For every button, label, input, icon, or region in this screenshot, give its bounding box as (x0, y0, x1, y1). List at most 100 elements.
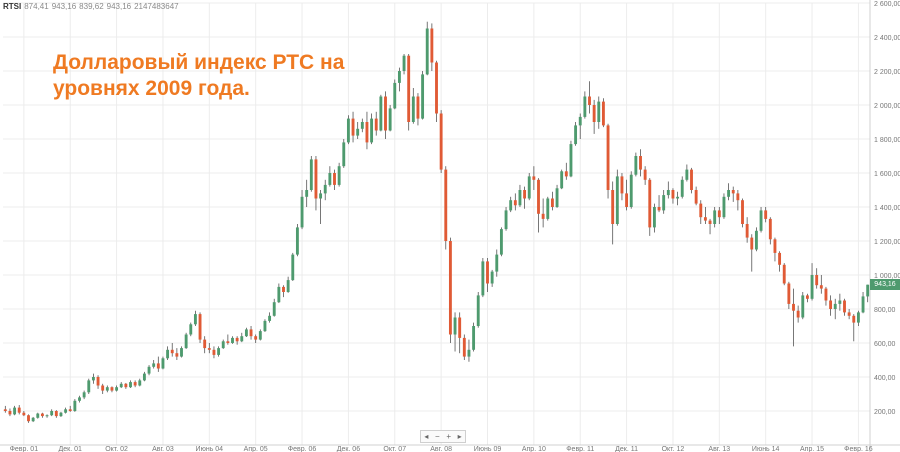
candle-body (203, 339, 207, 349)
candle-body (676, 196, 680, 199)
candle-body (300, 196, 304, 228)
candle (59, 411, 63, 417)
chart-title-line1: Долларовый индекс РТС на (53, 51, 345, 74)
candle (133, 380, 137, 388)
candle-body (745, 224, 749, 238)
candle-body (550, 198, 554, 207)
candle-body (708, 220, 712, 224)
candle-body (731, 190, 735, 194)
candle-body (805, 295, 809, 299)
candle-body (402, 55, 406, 71)
candle-body (773, 239, 777, 253)
x-tick-label: Апр. 15 (800, 446, 824, 452)
candle-body (541, 213, 545, 219)
candle-body (486, 261, 489, 284)
candle-body (309, 159, 313, 190)
candle (166, 346, 170, 360)
candle-body (31, 417, 35, 422)
candle (476, 292, 480, 328)
candle (346, 115, 350, 145)
high-value: 943,16 (51, 2, 77, 11)
candle (843, 298, 846, 316)
candle (319, 190, 323, 224)
ohlc-header: RTSI 874,41 943,16 839,62 943,16 2147483647 (3, 2, 182, 11)
candle (198, 312, 202, 343)
candle (13, 405, 17, 416)
candle (309, 156, 313, 192)
candle (852, 314, 856, 342)
candle-body (796, 310, 800, 318)
candle (634, 152, 638, 177)
x-tick-label: Февр. 01 (10, 446, 39, 452)
candle-body (833, 303, 837, 309)
candle-body (50, 411, 54, 416)
zoom-in-button[interactable]: + (446, 431, 451, 441)
candle (286, 276, 290, 293)
scroll-right-button[interactable]: ▸ (457, 431, 462, 441)
candle-body (444, 169, 448, 241)
candle (866, 284, 870, 303)
candle-body (119, 383, 123, 388)
candle (787, 281, 791, 309)
candle (564, 162, 568, 180)
y-tick-label: 200,00 (874, 409, 896, 416)
candle (680, 176, 684, 199)
candle (430, 23, 434, 71)
candle-body (133, 382, 137, 386)
candle (583, 91, 587, 119)
candle (639, 149, 642, 177)
candle (115, 385, 119, 392)
candle-body (22, 412, 26, 416)
candle (175, 348, 179, 360)
candle (36, 412, 40, 419)
candle-body (611, 190, 615, 224)
candle-body (124, 383, 128, 388)
candle (778, 251, 782, 272)
candle (606, 123, 610, 199)
candle-body (666, 190, 670, 196)
candle-body (476, 295, 480, 326)
candle-body (866, 284, 870, 297)
candle-body (360, 122, 364, 129)
candle-body (838, 300, 842, 304)
candle-body (801, 295, 805, 318)
candle-body (490, 271, 494, 284)
zoom-out-button[interactable]: − (435, 431, 440, 441)
candle-body (546, 198, 550, 219)
candle (425, 21, 429, 76)
candle (643, 166, 647, 185)
candle (796, 305, 800, 323)
candle (393, 79, 397, 110)
candle (597, 96, 601, 129)
candle-body (384, 96, 387, 131)
candle (360, 118, 364, 133)
candle (546, 196, 550, 221)
candle-body (657, 207, 661, 211)
candle (263, 319, 267, 332)
candle (411, 88, 415, 124)
candle-body (764, 210, 768, 219)
chart-title: Долларовый индекс РТС на уровнях 2009 го… (53, 50, 344, 102)
y-tick-label: 800,00 (874, 307, 896, 314)
y-tick-label: 2 200,00 (874, 69, 900, 76)
candle (207, 343, 211, 354)
candle-body (690, 169, 693, 190)
candle-body (407, 55, 411, 123)
candle (78, 395, 81, 403)
x-tick-label: Авг. 03 (152, 446, 174, 452)
x-tick-label: Окт. 02 (105, 446, 128, 452)
candle (282, 285, 285, 298)
candle (481, 258, 485, 298)
candle (421, 71, 425, 120)
candle-body (314, 159, 318, 199)
candle-body (680, 179, 684, 197)
candle-body (643, 169, 647, 180)
candle (138, 378, 142, 387)
candle-body (142, 373, 146, 381)
candle (64, 407, 68, 414)
candle-body (856, 312, 860, 323)
candle (101, 383, 105, 394)
candle-body (105, 387, 109, 391)
scroll-left-button[interactable]: ◂ (424, 431, 429, 441)
